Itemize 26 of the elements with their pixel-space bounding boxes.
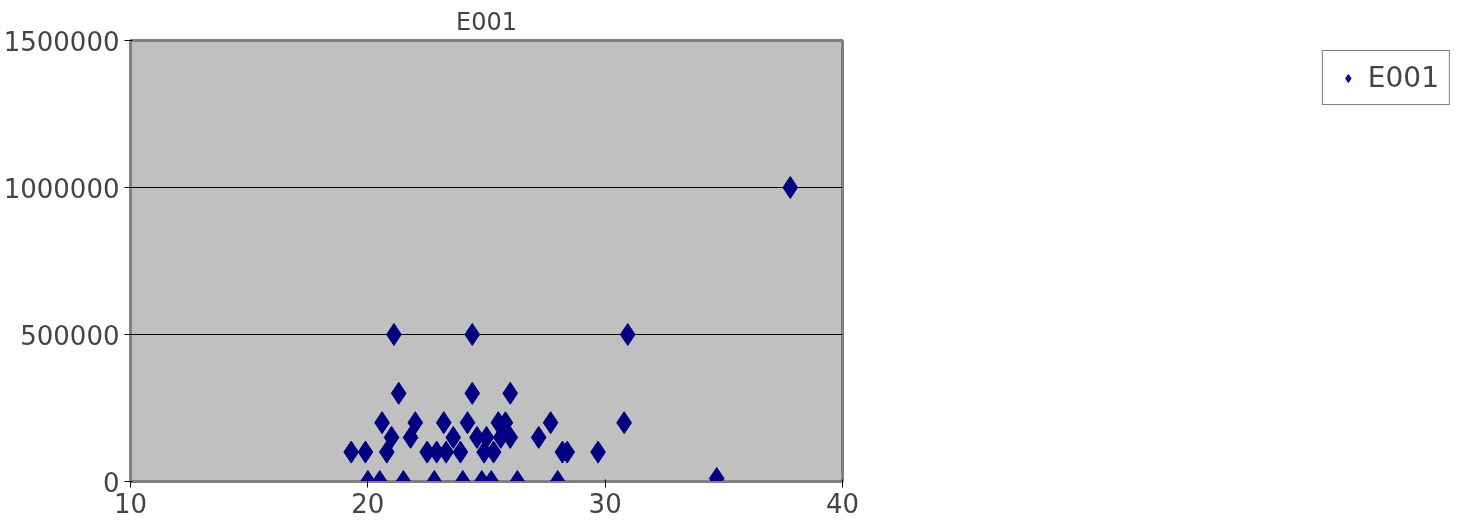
point bbox=[542, 411, 559, 435]
point bbox=[619, 323, 636, 346]
legend-label: E001 bbox=[1367, 61, 1439, 94]
point bbox=[357, 440, 374, 464]
point bbox=[464, 381, 481, 405]
point bbox=[390, 381, 407, 405]
point bbox=[435, 411, 452, 435]
point bbox=[502, 381, 519, 405]
x-tick-label: 20 bbox=[351, 488, 385, 519]
point bbox=[530, 425, 547, 449]
x-tick-label: 40 bbox=[825, 488, 860, 519]
point bbox=[464, 323, 481, 346]
point bbox=[383, 425, 400, 449]
point bbox=[452, 440, 469, 464]
point bbox=[459, 411, 476, 435]
chart-title: E001 bbox=[456, 7, 517, 36]
x-tick-label: 30 bbox=[588, 488, 622, 519]
point bbox=[782, 176, 799, 199]
point bbox=[343, 440, 360, 464]
point bbox=[378, 440, 395, 464]
y-tick-label: 500000 bbox=[20, 320, 120, 351]
point bbox=[445, 425, 462, 449]
y-tick-label: 1500000 bbox=[3, 26, 120, 57]
y-tick-label: 1000000 bbox=[3, 173, 120, 204]
point bbox=[402, 425, 419, 449]
point bbox=[407, 411, 424, 435]
